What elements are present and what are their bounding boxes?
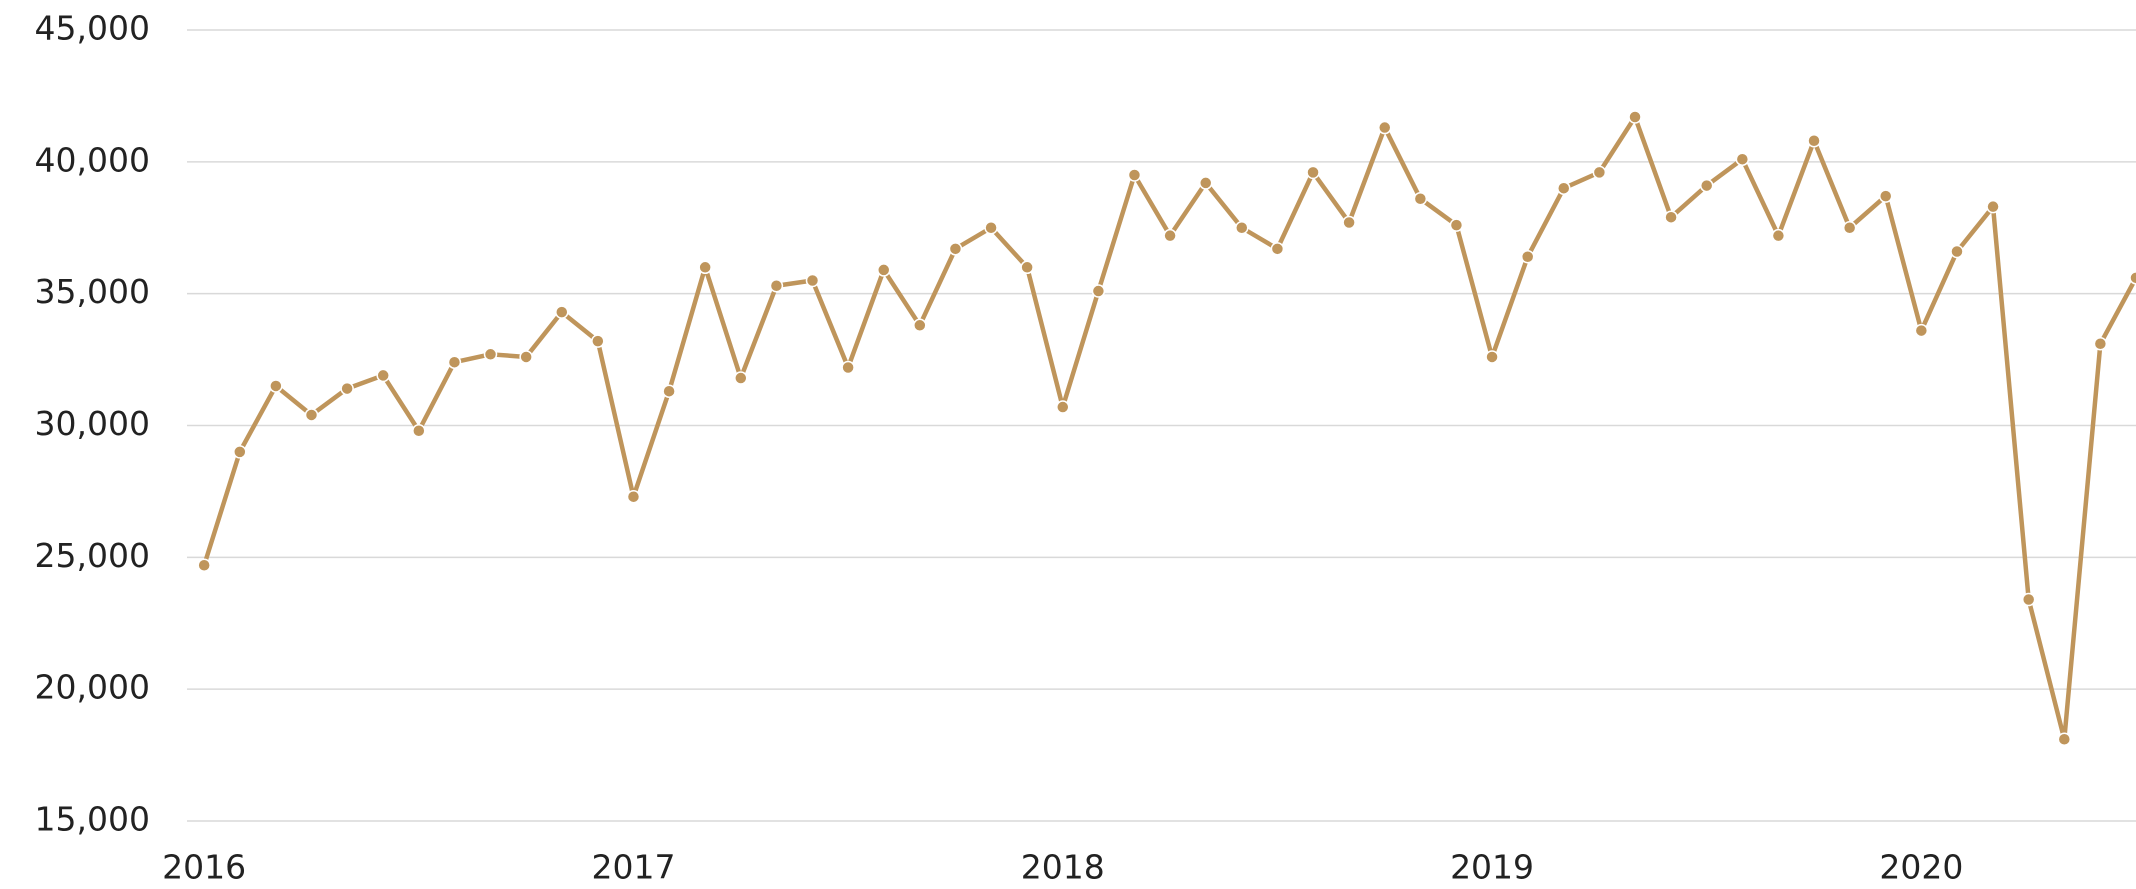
point (1449, 218, 1464, 232)
point (197, 558, 211, 572)
point (913, 318, 927, 333)
point (1592, 165, 1607, 180)
y-tick-label: 25,000 (35, 536, 150, 575)
point (1878, 189, 1893, 203)
line (202, 114, 2136, 742)
y-tick-label: 15,000 (35, 800, 150, 839)
point (1771, 228, 1786, 243)
point (1986, 199, 2000, 214)
point (1485, 350, 1499, 364)
point (233, 445, 247, 459)
point (1842, 221, 1857, 235)
point (805, 273, 820, 288)
point (1735, 152, 1750, 166)
point (447, 355, 462, 369)
point (1342, 215, 1356, 230)
point (1699, 178, 1714, 193)
x-tick-label: 2017 (591, 848, 675, 887)
point (876, 263, 891, 277)
x-tick-label: 2020 (1879, 848, 1963, 887)
point (304, 408, 319, 422)
y-tick-label: 30,000 (35, 404, 150, 443)
y-tick-label: 20,000 (35, 668, 150, 707)
point (1127, 168, 1142, 182)
point (519, 350, 533, 364)
point (1306, 165, 1320, 180)
point (948, 242, 963, 256)
point (2057, 732, 2072, 747)
point (1091, 284, 1106, 298)
point (412, 424, 426, 438)
point (2129, 271, 2136, 285)
point (984, 221, 998, 235)
x-tick-label: 2018 (1021, 848, 1105, 887)
point (1163, 228, 1177, 243)
point (1520, 250, 1535, 264)
point (1198, 176, 1213, 190)
point (662, 384, 676, 398)
point (1807, 133, 1821, 148)
point (1950, 244, 1964, 259)
point (734, 371, 748, 385)
point (698, 260, 712, 275)
point (1664, 210, 1678, 224)
point (269, 379, 283, 393)
point (483, 347, 498, 362)
y-tick-label: 40,000 (35, 140, 150, 179)
point (1556, 181, 1571, 195)
point (1413, 191, 1428, 206)
point (376, 368, 390, 383)
point (1377, 120, 1392, 135)
point (769, 279, 784, 293)
point (626, 489, 641, 504)
x-tick-label: 2019 (1450, 848, 1534, 887)
point (2093, 337, 2108, 351)
point (1235, 221, 1249, 235)
point (340, 381, 354, 396)
y-tick-label: 35,000 (35, 272, 150, 311)
point (1270, 242, 1285, 256)
point (591, 334, 605, 348)
point (841, 360, 855, 375)
point (1020, 260, 1034, 275)
point (2021, 592, 2036, 607)
point (1056, 400, 1070, 414)
point (1914, 323, 1929, 338)
point (555, 305, 569, 319)
point (1628, 110, 1642, 124)
x-tick-label: 2016 (162, 848, 246, 887)
y-tick-label: 45,000 (35, 9, 150, 48)
